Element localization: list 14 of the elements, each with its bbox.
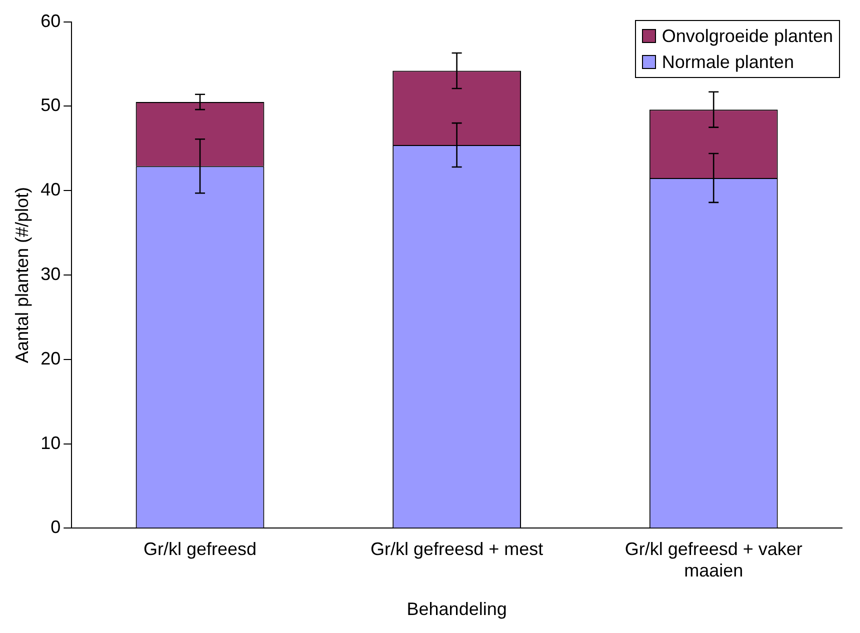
legend-label: Normale planten: [662, 51, 794, 74]
y-tick-label: 50: [40, 95, 61, 116]
legend-label: Onvolgroeide planten: [662, 25, 833, 48]
y-tick-label: 60: [40, 10, 61, 31]
y-tick-label: 30: [40, 264, 61, 284]
x-tick-label: Gr/kl gefreesd: [143, 538, 257, 559]
y-axis-title: Aantal planten (#/plot): [12, 186, 32, 364]
y-tick-label: 10: [40, 432, 61, 453]
x-tick-label: Gr/kl gefreesd + vaker maaien: [624, 538, 802, 581]
y-tick-label: 0: [50, 517, 61, 538]
x-axis-title: Behandeling: [406, 599, 507, 620]
y-tick-label: 20: [40, 348, 61, 368]
x-tick-label: Gr/kl gefreesd + mest: [370, 538, 544, 559]
y-tick-label: 40: [40, 180, 61, 200]
